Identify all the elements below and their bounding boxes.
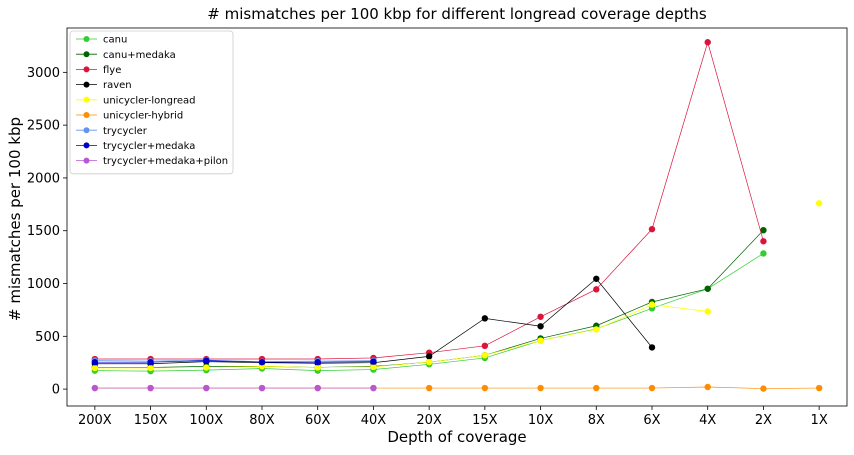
- data-point-raven: [537, 323, 544, 330]
- data-point-unicycler-longread: [481, 352, 489, 359]
- data-point-unicycler-longread: [370, 363, 377, 371]
- data-point-unicycler-hybrid: [537, 384, 544, 392]
- legend-label: unicycler-hybrid: [103, 111, 183, 122]
- data-point-trycycler-medaka-pilon: [370, 384, 377, 392]
- legend-marker: [83, 112, 90, 118]
- legend-marker: [83, 81, 90, 88]
- legend-box: [69, 30, 234, 175]
- series-line-raven: [94, 278, 653, 365]
- data-point-trycycler-medaka: [314, 358, 321, 366]
- x-tick-label: 150X: [134, 413, 168, 428]
- legend-label: unicycler-longread: [103, 95, 195, 106]
- data-point-unicycler-hybrid: [593, 384, 600, 392]
- data-point-unicycler-hybrid: [425, 384, 433, 392]
- x-tick-label: 1X: [811, 413, 828, 428]
- data-point-trycycler-medaka-pilon: [258, 384, 266, 392]
- series-line-trycycler: [94, 359, 374, 363]
- data-point-unicycler-longread: [203, 364, 210, 371]
- x-axis-label: Depth of coverage: [387, 428, 526, 446]
- legend-label: flye: [103, 65, 121, 76]
- data-point-unicycler-hybrid: [815, 384, 823, 392]
- legend-marker: [83, 51, 90, 58]
- data-point-unicycler-hybrid: [704, 383, 711, 391]
- data-point-flye: [760, 238, 767, 245]
- legend-marker: [83, 66, 90, 73]
- data-point-canu: [760, 250, 767, 257]
- data-point-trycycler-medaka: [147, 358, 154, 366]
- y-tick-label: 0: [52, 383, 60, 398]
- data-point-unicycler-longread: [314, 364, 321, 371]
- data-point-trycycler-medaka-pilon: [314, 384, 321, 392]
- y-tick-label: 500: [35, 330, 60, 345]
- legend-label: raven: [103, 80, 132, 91]
- data-point-raven: [593, 275, 600, 282]
- x-tick-label: 80X: [249, 413, 275, 428]
- x-tick-label: 40X: [361, 413, 387, 428]
- data-point-unicycler-longread: [91, 364, 99, 372]
- legend-marker: [83, 96, 90, 103]
- x-tick-label: 60X: [305, 413, 331, 428]
- data-point-trycycler-medaka: [370, 358, 377, 365]
- data-point-unicycler-hybrid: [760, 385, 767, 392]
- data-point-unicycler-longread: [425, 358, 433, 366]
- data-point-trycycler-medaka: [203, 357, 210, 364]
- data-point-raven: [425, 353, 433, 360]
- x-tick-label: 6X: [643, 413, 660, 428]
- data-point-unicycler-longread: [147, 364, 154, 372]
- data-point-unicycler-hybrid: [648, 384, 656, 392]
- data-point-flye: [593, 286, 600, 293]
- x-tick-label: 20X: [416, 413, 442, 428]
- series-line-trycycler-medaka: [94, 360, 374, 363]
- x-tick-label: 15X: [472, 413, 498, 428]
- data-point-canu-medaka: [760, 226, 767, 234]
- data-point-unicycler-longread: [704, 308, 711, 315]
- data-point-raven: [648, 344, 656, 351]
- y-tick-label: 3000: [27, 66, 60, 81]
- plot-frame: [66, 27, 848, 407]
- legend-marker: [83, 142, 90, 149]
- x-tick-label: 200X: [78, 413, 112, 428]
- data-point-flye: [704, 39, 711, 46]
- series-line-canu-medaka: [94, 229, 764, 368]
- data-point-unicycler-longread: [593, 326, 600, 333]
- data-point-trycycler-medaka-pilon: [147, 384, 154, 392]
- data-point-unicycler-longread: [537, 337, 544, 344]
- legend-label: trycycler+medaka: [103, 141, 195, 152]
- x-tick-label: 10X: [528, 413, 554, 428]
- y-tick-label: 2000: [27, 171, 60, 186]
- series-line-unicycler-longread: [94, 304, 708, 369]
- x-tick-label: 8X: [588, 413, 605, 428]
- data-point-canu-medaka: [704, 285, 711, 292]
- x-tick-label: 4X: [699, 413, 716, 428]
- legend-label: trycycler+medaka+pilon: [103, 156, 228, 167]
- legend-label: canu+medaka: [103, 50, 176, 61]
- x-tick-label: 2X: [755, 413, 772, 428]
- data-point-flye: [537, 313, 544, 320]
- data-point-trycycler-medaka-pilon: [203, 384, 210, 392]
- legend-marker: [83, 157, 90, 164]
- legend-marker: [83, 127, 90, 134]
- x-tick-label: 100X: [189, 413, 223, 428]
- data-point-trycycler-medaka: [258, 358, 266, 366]
- data-point-trycycler-medaka: [91, 358, 99, 366]
- y-axis-label: # mismatches per 100 kbp: [6, 117, 24, 321]
- legend-label: canu: [103, 35, 127, 46]
- legend-marker: [83, 36, 90, 42]
- y-tick-label: 2500: [27, 119, 60, 134]
- data-point-flye: [481, 342, 489, 350]
- data-point-flye: [648, 225, 656, 233]
- legend-label: trycycler: [103, 126, 148, 137]
- y-tick-label: 1000: [27, 277, 60, 292]
- data-point-unicycler-longread: [648, 301, 656, 308]
- data-point-trycycler-medaka-pilon: [91, 384, 99, 392]
- y-tick-label: 1500: [27, 224, 60, 239]
- data-point-raven: [481, 315, 489, 322]
- data-point-unicycler-longread: [815, 200, 823, 207]
- chart-title: # mismatches per 100 kbp for different l…: [207, 5, 707, 23]
- data-point-unicycler-hybrid: [481, 384, 489, 392]
